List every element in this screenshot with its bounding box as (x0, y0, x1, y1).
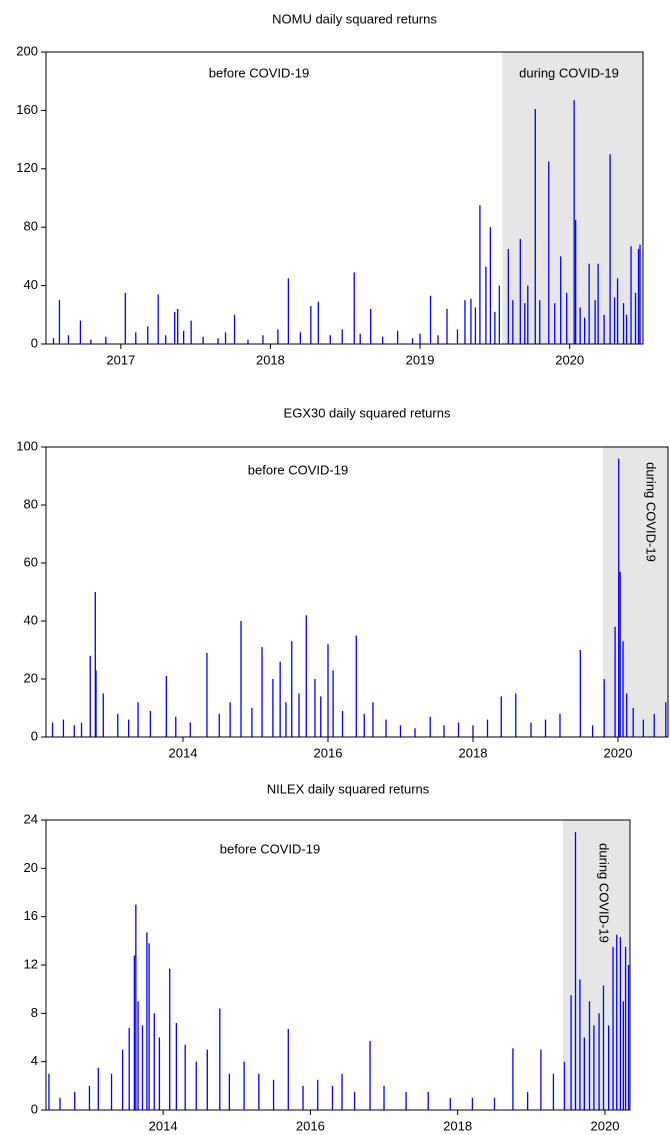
y-tick-label: 0 (31, 728, 38, 743)
annotation: before COVID-19 (220, 841, 320, 856)
covid-shade (562, 820, 630, 1110)
chart-title: NILEX daily squared returns (267, 781, 430, 796)
y-tick-label: 60 (24, 554, 38, 569)
y-tick-label: 0 (31, 335, 38, 350)
x-tick-label: 2018 (459, 745, 488, 760)
annotation: before COVID-19 (248, 462, 348, 477)
y-tick-label: 16 (24, 908, 38, 923)
x-tick-label: 2019 (406, 352, 435, 367)
y-tick-label: 20 (24, 860, 38, 875)
covid-shade (502, 52, 643, 344)
y-tick-label: 40 (24, 612, 38, 627)
x-tick-label: 2017 (106, 352, 135, 367)
y-tick-label: 20 (24, 670, 38, 685)
x-tick-label: 2018 (443, 1118, 472, 1133)
x-tick-label: 2018 (256, 352, 285, 367)
annotation: before COVID-19 (209, 65, 309, 80)
y-tick-label: 24 (24, 811, 38, 826)
y-tick-label: 4 (31, 1053, 38, 1068)
y-tick-label: 8 (31, 1005, 38, 1020)
y-tick-label: 160 (16, 102, 38, 117)
y-tick-label: 200 (16, 43, 38, 58)
plot-frame (45, 51, 644, 345)
y-tick-label: 100 (16, 438, 38, 453)
chart-title: EGX30 daily squared returns (284, 405, 451, 420)
plot-frame (45, 446, 669, 738)
x-tick-label: 2020 (604, 745, 633, 760)
x-tick-label: 2016 (314, 745, 343, 760)
x-tick-label: 2020 (591, 1118, 620, 1133)
y-tick-label: 120 (16, 160, 38, 175)
y-tick-label: 80 (24, 219, 38, 234)
annotation: during COVID-19 (644, 462, 659, 562)
x-tick-label: 2014 (169, 745, 198, 760)
x-tick-label: 2014 (149, 1118, 178, 1133)
x-tick-label: 2020 (555, 352, 584, 367)
covid-shade (602, 447, 668, 737)
y-tick-label: 12 (24, 956, 38, 971)
plot-frame (45, 819, 631, 1111)
y-tick-label: 40 (24, 277, 38, 292)
annotation: during COVID-19 (519, 65, 619, 80)
y-tick-label: 80 (24, 496, 38, 511)
annotation: during COVID-19 (597, 843, 612, 943)
y-tick-label: 0 (31, 1101, 38, 1116)
x-tick-label: 2016 (296, 1118, 325, 1133)
chart-title: NOMU daily squared returns (272, 11, 437, 26)
